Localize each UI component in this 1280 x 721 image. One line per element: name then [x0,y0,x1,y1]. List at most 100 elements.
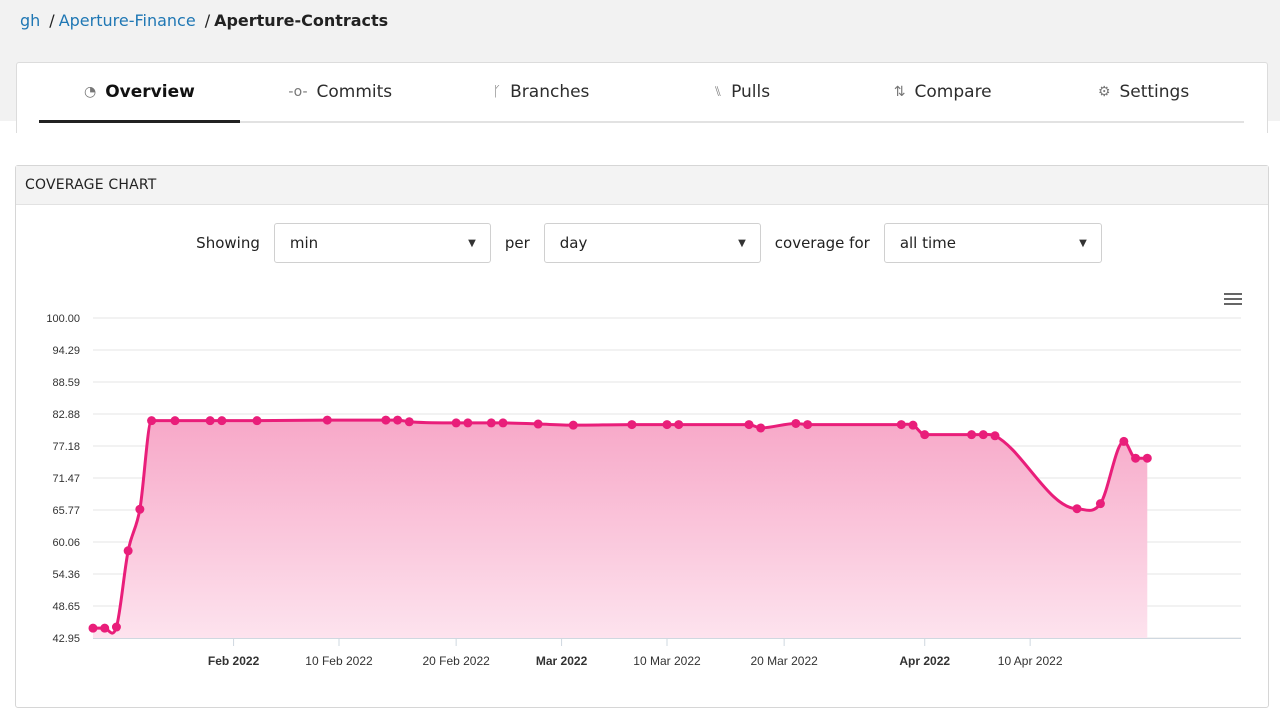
range-select-value: all time [899,234,956,252]
data-point [111,622,121,632]
y-tick-label: 82.88 [52,409,80,421]
data-point [381,415,391,425]
data-point [88,623,98,633]
chart-menu-icon[interactable] [1222,290,1244,308]
breadcrumb-separator: / [49,10,55,30]
y-tick-label: 100.00 [46,313,80,325]
metric-select[interactable]: min ▼ [273,223,491,263]
data-point [463,418,473,428]
tab-pulls[interactable]: ⑊ Pulls [641,63,842,121]
tab-compare[interactable]: ⇅ Compare [842,63,1043,121]
tab-bar: ◔ Overview -o- Commits ᚴ Branches ⑊ Pull… [39,63,1244,123]
data-point [135,504,145,514]
panel-title: COVERAGE CHART [16,166,1268,205]
tab-label: Compare [914,82,992,102]
x-tick-label: 10 Mar 2022 [633,654,701,668]
y-tick-label: 65.77 [52,505,80,517]
y-tick-label: 94.29 [52,345,80,357]
data-point [498,418,508,428]
data-point [791,418,801,428]
breadcrumb-repo-current: Aperture-Contracts [214,10,389,30]
y-tick-label: 60.06 [52,537,80,549]
coverage-for-label: coverage for [774,234,870,252]
caret-down-icon: ▼ [1079,237,1087,249]
tab-label: Branches [510,82,590,102]
data-point [967,430,977,440]
data-point [662,420,672,430]
coverage-chart-panel: COVERAGE CHART Showing min ▼ per day ▼ c… [15,165,1269,708]
y-tick-label: 77.18 [52,441,80,453]
tab-settings[interactable]: ⚙ Settings [1043,63,1244,121]
data-point [1095,499,1105,509]
breadcrumb-org-link[interactable]: gh [20,10,41,30]
data-point [217,416,227,426]
tab-branches[interactable]: ᚴ Branches [441,63,642,121]
y-tick-label: 42.95 [52,633,80,645]
commit-icon: -o- [288,84,308,100]
data-point [1119,436,1129,446]
tab-label: Settings [1119,82,1190,102]
data-point [205,416,215,426]
chart-controls: Showing min ▼ per day ▼ coverage for all… [16,222,1268,264]
breadcrumb-separator: / [204,10,211,30]
showing-label: Showing [196,234,260,252]
data-point [451,418,461,428]
data-point [123,546,133,556]
data-point [1072,504,1082,514]
data-point [674,420,684,430]
data-point [920,430,930,440]
per-label: per [504,234,530,252]
data-point [803,420,813,430]
caret-down-icon: ▼ [468,237,476,249]
breadcrumb: gh / Aperture-Finance / Aperture-Contrac… [20,8,388,32]
y-tick-label: 48.65 [52,601,80,613]
x-tick-label: 20 Mar 2022 [750,654,818,668]
y-tick-label: 71.47 [52,473,80,485]
interval-select-value: day [559,234,588,252]
data-point [170,416,180,426]
tab-overview[interactable]: ◔ Overview [39,63,240,123]
breadcrumb-owner-link[interactable]: Aperture-Finance [58,10,196,30]
data-point [744,420,754,430]
y-tick-label: 54.36 [52,569,80,581]
coverage-area [93,420,1148,638]
data-point [147,416,157,426]
caret-down-icon: ▼ [738,237,746,249]
tab-label: Pulls [731,82,771,102]
data-point [978,430,988,440]
data-point [486,418,496,428]
data-point [627,420,637,430]
data-point [908,420,918,430]
x-tick-label: 10 Feb 2022 [305,654,373,668]
x-tick-label: 20 Feb 2022 [422,654,490,668]
x-tick-label: 10 Apr 2022 [998,654,1063,668]
tab-label: Commits [316,82,393,102]
x-tick-label: Apr 2022 [899,654,950,668]
data-point [533,419,543,429]
branch-icon: ᚴ [492,84,502,100]
data-point [404,417,414,427]
data-point [990,431,1000,441]
compare-icon: ⇅ [893,84,906,100]
pull-request-icon: ⑊ [713,84,723,100]
data-point [568,420,578,430]
data-point [322,415,332,425]
data-point [1142,453,1152,463]
tab-commits[interactable]: -o- Commits [240,63,441,121]
interval-select[interactable]: day ▼ [543,223,761,263]
x-tick-label: Mar 2022 [536,654,588,668]
tab-card: ◔ Overview -o- Commits ᚴ Branches ⑊ Pull… [16,62,1268,133]
range-select[interactable]: all time ▼ [883,223,1102,263]
data-point [252,416,262,426]
data-point [1131,453,1141,463]
data-point [756,423,766,433]
coverage-chart: 100.00 94.29 88.59 82.88 77.18 71.47 65.77 60.0… [46,313,1241,668]
y-tick-label: 88.59 [52,377,80,389]
metric-select-value: min [289,234,319,252]
gear-icon: ⚙ [1097,84,1111,100]
data-point [100,623,110,633]
tab-label: Overview [105,82,195,102]
data-point [393,415,403,425]
data-point [896,420,906,430]
x-tick-label: Feb 2022 [208,654,260,668]
